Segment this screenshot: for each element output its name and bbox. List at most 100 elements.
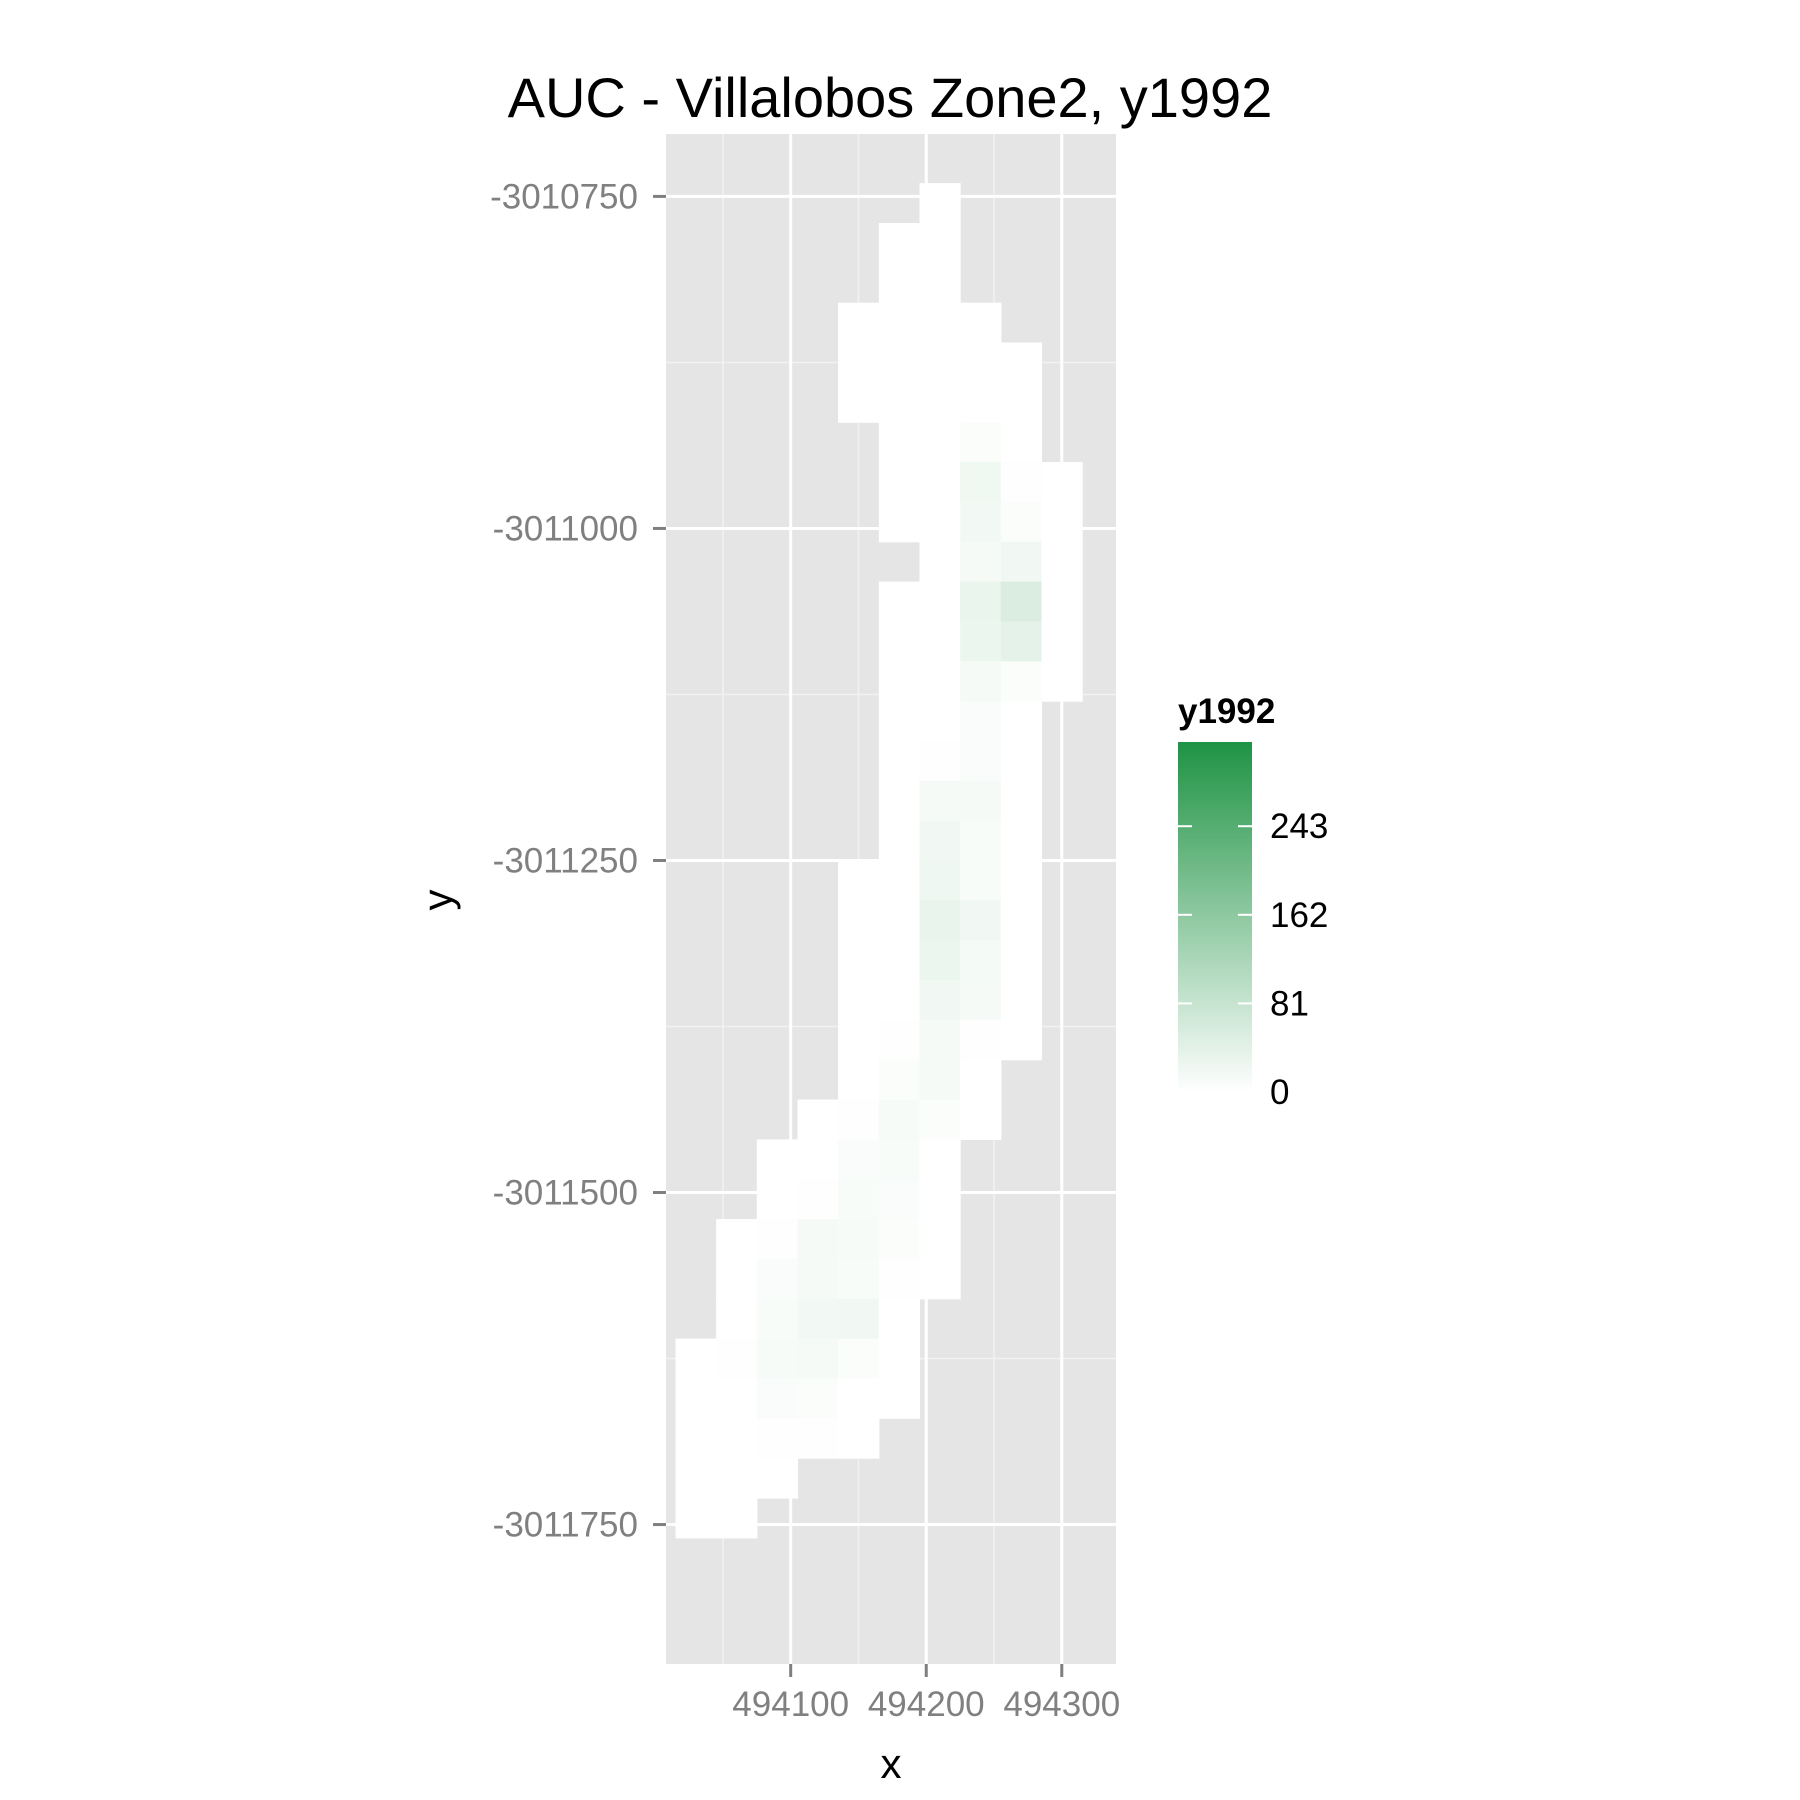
heatmap-cell [797, 1258, 839, 1300]
heatmap-cell [919, 820, 961, 862]
heatmap-cell [1000, 980, 1043, 1021]
heatmap-cell [878, 422, 921, 463]
heatmap-cell [878, 661, 921, 702]
heatmap-cell [878, 1219, 921, 1260]
heatmap-cell [1000, 780, 1043, 822]
heatmap-cell [716, 1258, 758, 1300]
heatmap-cell [838, 342, 880, 383]
heatmap-cell [797, 1139, 839, 1180]
heatmap-cell [878, 262, 921, 304]
y-tick-label: -3011000 [493, 509, 638, 548]
heatmap-cell [960, 740, 1002, 782]
heatmap-cell [797, 1179, 839, 1220]
heatmap-cell [960, 581, 1002, 623]
heatmap-cell [1000, 342, 1043, 383]
heatmap-cell [716, 1458, 758, 1499]
heatmap-cell [878, 1298, 921, 1340]
heatmap-cell [960, 541, 1002, 583]
heatmap-cell [919, 900, 961, 941]
y-tick-labels: -3010750 -3011000 -3011250 -3011500 -3011750 [490, 177, 638, 1544]
heatmap-cell [756, 1458, 799, 1499]
heatmap-cell [878, 382, 921, 423]
heatmap-cell [878, 701, 921, 742]
heatmap-cell [919, 382, 961, 423]
heatmap-cell [960, 701, 1002, 742]
heatmap-cell [878, 302, 921, 344]
heatmap-cell [838, 1378, 880, 1419]
heatmap-cell [716, 1338, 758, 1380]
legend-ticks [1178, 825, 1252, 1093]
heatmap-cell [919, 541, 961, 583]
heatmap-cell [1041, 621, 1083, 662]
heatmap-cell [878, 940, 921, 981]
heatmap-cell [960, 422, 1002, 463]
heatmap-cell [919, 1179, 961, 1220]
heatmap-cell [919, 1258, 961, 1300]
heatmap-cell [960, 342, 1002, 383]
heatmap-cell [919, 222, 961, 264]
heatmap-cell [838, 1298, 880, 1340]
heatmap-cell [1000, 661, 1043, 702]
heatmap-cell [919, 860, 961, 901]
heatmap-cell [838, 1099, 880, 1140]
heatmap-cell [960, 462, 1002, 503]
heatmap-cell [919, 621, 961, 662]
heatmap-cell [919, 342, 961, 383]
heatmap-cell [716, 1418, 758, 1459]
legend-title: y1992 [1178, 692, 1275, 731]
heatmap-cell [838, 900, 880, 941]
heatmap-cell [878, 900, 921, 941]
heatmap-cell [878, 462, 921, 503]
heatmap-cell [1041, 581, 1083, 623]
heatmap-cell [960, 382, 1002, 423]
legend-label: 243 [1270, 807, 1328, 846]
heatmap-cell [838, 1139, 880, 1180]
x-tick-label: 494100 [732, 1685, 849, 1724]
heatmap-cell [878, 621, 921, 662]
heatmap-cell [878, 1019, 921, 1061]
heatmap-cell [878, 1338, 921, 1380]
legend-label: 0 [1270, 1073, 1289, 1112]
heatmap-cell [797, 1219, 839, 1260]
heatmap-cell [1000, 860, 1043, 901]
heatmap-cell [960, 1099, 1002, 1140]
heatmap-cell [797, 1298, 839, 1340]
heatmap-cell [878, 1179, 921, 1220]
heatmap-cell [1000, 541, 1043, 583]
heatmap-cell [878, 222, 921, 264]
heatmap-cell [1000, 581, 1043, 623]
heatmap-cell [1041, 462, 1083, 503]
heatmap-cell [878, 1139, 921, 1180]
heatmap-cell [960, 661, 1002, 702]
heatmap-cell [919, 980, 961, 1021]
heatmap-cell [878, 780, 921, 822]
heatmap-cell [1041, 661, 1083, 702]
heatmap-cell [878, 820, 921, 862]
heatmap-cell [919, 701, 961, 742]
heatmap-cell [919, 780, 961, 822]
y-axis-title: y [414, 890, 461, 911]
heatmap-cell [838, 1219, 880, 1260]
chart-title: AUC - Villalobos Zone2, y1992 [508, 66, 1273, 129]
heatmap-cell [878, 1059, 921, 1101]
heatmap-cell [756, 1378, 799, 1419]
heatmap-cell [838, 1019, 880, 1061]
heatmap-cell [960, 820, 1002, 862]
y-tick-label: -3011250 [493, 841, 638, 880]
x-tick-label: 494300 [1003, 1685, 1120, 1724]
legend-label: 162 [1270, 896, 1328, 935]
y-tick-label: -3011750 [493, 1506, 638, 1545]
y-tick-label: -3010750 [490, 177, 638, 216]
heatmap-cell [919, 1099, 961, 1140]
heatmap-cell [1000, 740, 1043, 782]
heatmap-cell [919, 940, 961, 981]
heatmap-cell [1041, 541, 1083, 583]
heatmap-cell [838, 860, 880, 901]
legend-colorbar [1178, 742, 1252, 1092]
heatmap-cell [960, 940, 1002, 981]
x-tick-labels: 494100 494200 494300 [732, 1685, 1120, 1724]
heatmap-cell [838, 382, 880, 423]
heatmap-cell [1000, 940, 1043, 981]
heatmap-cell [960, 621, 1002, 662]
heatmap-cell [756, 1179, 799, 1220]
